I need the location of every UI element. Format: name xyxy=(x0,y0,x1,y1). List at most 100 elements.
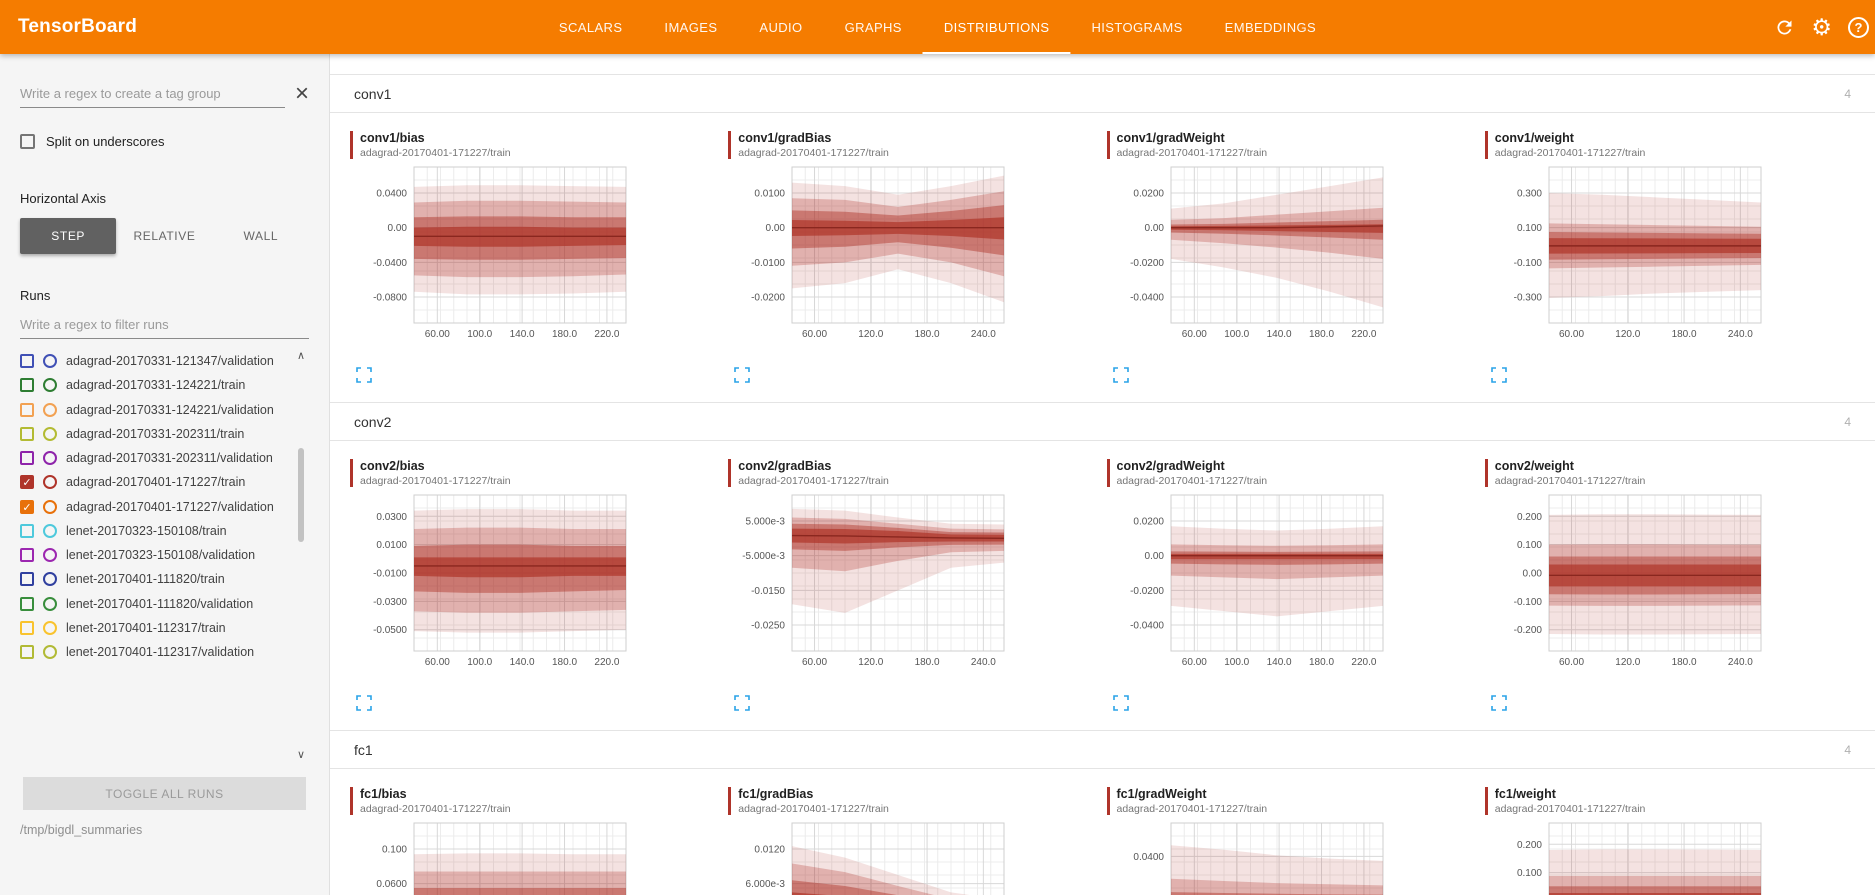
fullscreen-icon[interactable] xyxy=(1490,366,1508,384)
help-icon[interactable]: ? xyxy=(1848,16,1869,38)
fullscreen-icon[interactable] xyxy=(355,366,373,384)
run-checkbox-icon[interactable] xyxy=(20,426,34,441)
run-radio-icon[interactable] xyxy=(43,354,57,369)
run-row[interactable]: lenet-20170323-150108/validation xyxy=(20,543,287,567)
section-header[interactable]: conv1 4 xyxy=(330,75,1875,113)
section-header[interactable]: fc1 4 xyxy=(330,731,1875,769)
run-checkbox-icon[interactable] xyxy=(20,620,34,635)
chart-header: conv2/weight adagrad-20170401-171227/trai… xyxy=(1484,459,1855,487)
tab-audio[interactable]: AUDIO xyxy=(759,19,803,35)
run-radio-icon[interactable] xyxy=(43,572,57,587)
tab-embeddings[interactable]: EMBEDDINGS xyxy=(1224,19,1317,35)
distribution-chart[interactable]: 60.00 100.0 140.0 180.0 220.0 0.0200 0.00 -0.02… xyxy=(1107,490,1447,686)
run-radio-icon[interactable] xyxy=(43,548,57,563)
run-checkbox-icon[interactable] xyxy=(20,402,34,417)
run-checkbox-icon[interactable] xyxy=(20,645,34,660)
tab-scalars[interactable]: SCALARS xyxy=(558,19,623,35)
tab-images[interactable]: IMAGES xyxy=(664,19,718,35)
refresh-icon[interactable] xyxy=(1774,17,1795,38)
run-row[interactable]: lenet-20170401-111820/train xyxy=(20,567,287,591)
chart-run-name: adagrad-20170401-171227/train xyxy=(1494,803,1646,815)
run-radio-icon[interactable] xyxy=(43,426,57,441)
run-radio-icon[interactable] xyxy=(43,475,57,490)
close-icon[interactable]: × xyxy=(294,80,309,107)
run-radio-icon[interactable] xyxy=(43,645,57,660)
run-checkbox-icon[interactable]: ✓ xyxy=(20,499,34,514)
fullscreen-icon[interactable] xyxy=(1112,366,1130,384)
svg-text:-0.0500: -0.0500 xyxy=(373,625,407,636)
chevron-up-icon[interactable]: ∧ xyxy=(296,350,306,362)
distribution-chart[interactable]: 60.00 100.0 140.0 180.0 220.0 0.0300 0.0100 -0.… xyxy=(350,490,690,686)
chart-card: conv2/gradWeight adagrad-20170401-171227/… xyxy=(1103,457,1481,718)
distribution-chart[interactable]: 60.00 120.0 180.0 240.0 5.000e-3 -5.000e-3 -0.… xyxy=(728,490,1068,686)
chevron-down-icon[interactable]: ∨ xyxy=(296,749,306,761)
run-radio-icon[interactable] xyxy=(43,620,57,635)
distribution-chart[interactable]: 60.00 120.0 180.0 240.0 0.300 0.100 -0.100 -0.3… xyxy=(1485,162,1825,358)
svg-text:0.00: 0.00 xyxy=(1144,551,1164,562)
tab-distributions[interactable]: DISTRIBUTIONS xyxy=(923,0,1071,54)
tab-histograms[interactable]: HISTOGRAMS xyxy=(1091,19,1183,35)
fullscreen-icon[interactable] xyxy=(1490,694,1508,712)
run-row[interactable]: lenet-20170401-112317/validation xyxy=(20,640,287,664)
svg-text:0.0200: 0.0200 xyxy=(1133,189,1164,200)
fullscreen-icon[interactable] xyxy=(1112,694,1130,712)
run-row[interactable]: lenet-20170401-112317/train xyxy=(20,616,287,640)
run-radio-icon[interactable] xyxy=(43,451,57,466)
distribution-chart[interactable]: 60.00 100.0 140.0 180.0 220.0 0.0200 0.00 -0.02… xyxy=(1107,162,1447,358)
svg-text:0.0600: 0.0600 xyxy=(376,879,407,890)
run-row[interactable]: adagrad-20170331-121347/validation xyxy=(20,349,287,373)
run-row[interactable]: ✓ adagrad-20170401-171227/validation xyxy=(20,495,287,519)
svg-text:100.0: 100.0 xyxy=(467,657,492,668)
run-checkbox-icon[interactable] xyxy=(20,572,34,587)
run-checkbox-icon[interactable] xyxy=(20,596,34,611)
run-row[interactable]: adagrad-20170331-202311/train xyxy=(20,422,287,446)
run-row[interactable]: lenet-20170323-150108/train xyxy=(20,519,287,543)
run-radio-icon[interactable] xyxy=(43,596,57,611)
axis-button-relative[interactable]: RELATIVE xyxy=(116,218,212,254)
axis-button-step[interactable]: STEP xyxy=(20,218,117,254)
run-checkbox-icon[interactable] xyxy=(20,451,34,466)
run-checkbox-icon[interactable]: ✓ xyxy=(20,475,34,490)
svg-text:220.0: 220.0 xyxy=(1351,329,1376,340)
fullscreen-icon[interactable] xyxy=(733,366,751,384)
run-radio-icon[interactable] xyxy=(43,523,57,538)
gear-icon[interactable]: ⚙ xyxy=(1811,13,1832,40)
run-row[interactable]: lenet-20170401-111820/validation xyxy=(20,592,287,616)
run-row[interactable]: ✓ adagrad-20170401-171227/train xyxy=(20,470,287,494)
section-title: conv1 xyxy=(354,85,392,102)
section-header[interactable]: conv2 4 xyxy=(330,403,1875,441)
axis-button-wall[interactable]: WALL xyxy=(213,218,309,254)
distribution-chart[interactable]: 60.00100.0140.0180.0220.00.1000.06000.02… xyxy=(350,818,690,895)
distribution-chart[interactable]: 60.00100.0140.0180.0220.00.04000.00-0.04… xyxy=(1107,818,1447,895)
run-checkbox-icon[interactable] xyxy=(20,548,34,563)
distribution-chart[interactable]: 60.00120.0180.0240.00.01206.000e-30.00-6… xyxy=(728,818,1068,895)
run-filter-input[interactable] xyxy=(20,311,309,339)
run-checkbox-icon[interactable] xyxy=(20,523,34,538)
run-row[interactable]: adagrad-20170331-202311/validation xyxy=(20,446,287,470)
tag-regex-input[interactable] xyxy=(20,80,285,108)
chart-card: conv2/weight adagrad-20170401-171227/trai… xyxy=(1481,457,1859,718)
svg-text:-0.100: -0.100 xyxy=(1513,258,1542,269)
distribution-chart[interactable]: 60.00120.0180.0240.00.2000.1000.00-0.100… xyxy=(1485,818,1825,895)
tab-graphs[interactable]: GRAPHS xyxy=(844,19,902,35)
chart-run-name: adagrad-20170401-171227/train xyxy=(1116,803,1268,815)
run-row[interactable]: adagrad-20170331-124221/validation xyxy=(20,398,287,422)
scrollbar-thumb[interactable] xyxy=(298,448,304,542)
runs-scrollbar[interactable]: ∧ ∨ xyxy=(293,349,309,763)
svg-text:180.0: 180.0 xyxy=(552,329,577,340)
run-checkbox-icon[interactable] xyxy=(20,354,34,369)
fullscreen-icon[interactable] xyxy=(355,694,373,712)
run-radio-icon[interactable] xyxy=(43,378,57,393)
chart-card: fc1/weightadagrad-20170401-171227/train6… xyxy=(1481,785,1859,895)
run-radio-icon[interactable] xyxy=(43,402,57,417)
fullscreen-icon[interactable] xyxy=(733,694,751,712)
toggle-all-runs-button[interactable]: TOGGLE ALL RUNS xyxy=(23,777,306,810)
run-radio-icon[interactable] xyxy=(43,499,57,514)
run-checkbox-icon[interactable] xyxy=(20,378,34,393)
run-label: lenet-20170323-150108/train xyxy=(66,523,227,538)
distribution-chart[interactable]: 60.00 120.0 180.0 240.0 0.0100 0.00 -0.0100 -0.… xyxy=(728,162,1068,358)
run-row[interactable]: adagrad-20170331-124221/train xyxy=(20,373,287,397)
split-underscores-checkbox[interactable]: Split on underscores xyxy=(20,134,309,149)
